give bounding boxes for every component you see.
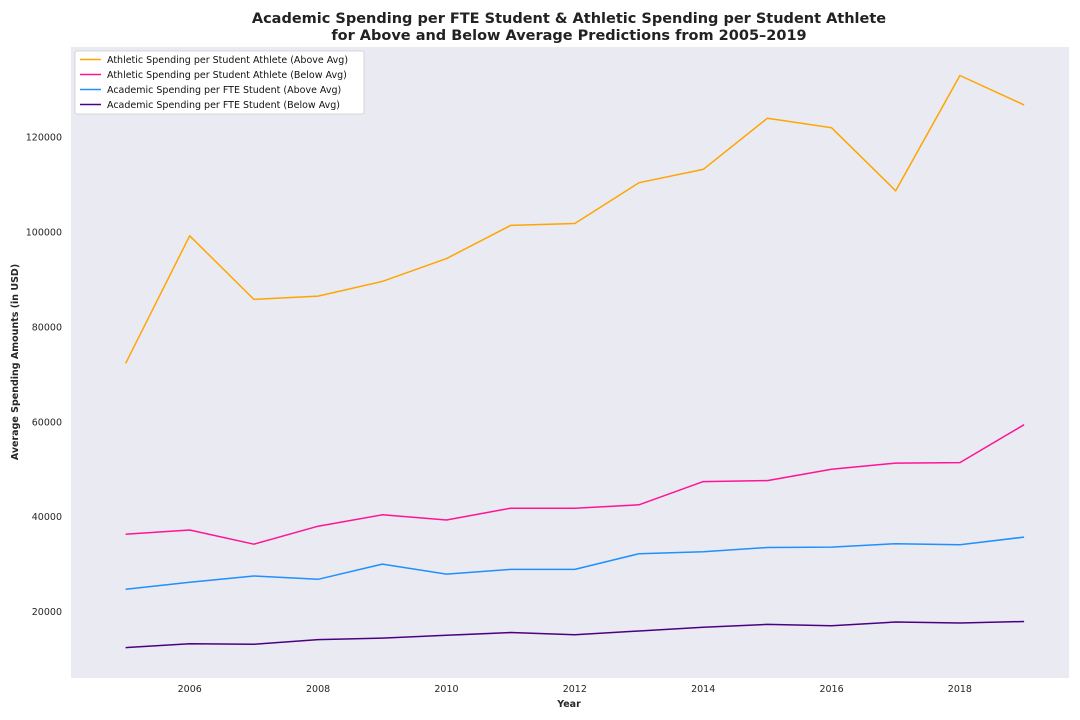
legend-label: Academic Spending per FTE Student (Below…: [107, 100, 340, 111]
series-line: [125, 424, 1025, 545]
y-axis-ticks: 20000 40000 60000 80000 100000 120000: [26, 133, 62, 618]
y-tick-label: 100000: [26, 228, 62, 239]
x-tick-label: 2006: [178, 684, 202, 695]
series-line: [125, 620, 1025, 649]
series-line: [124, 74, 1025, 364]
x-tick-label: 2008: [306, 684, 330, 695]
y-tick-label: 20000: [32, 607, 62, 618]
x-tick-label: 2018: [948, 684, 972, 695]
x-tick-label: 2014: [691, 684, 715, 695]
legend-label: Athletic Spending per Student Athlete (A…: [107, 55, 348, 66]
plot-area: [71, 47, 1069, 678]
x-tick-label: 2010: [434, 684, 458, 695]
series-lines: [124, 74, 1025, 649]
chart-title-line-1: Academic Spending per FTE Student & Athl…: [252, 11, 886, 27]
legend: Athletic Spending per Student Athlete (A…: [74, 50, 365, 115]
legend-box: [74, 50, 365, 115]
legend-label: Athletic Spending per Student Athlete (B…: [107, 70, 347, 81]
y-tick-label: 80000: [32, 322, 62, 333]
x-axis-ticks: 2006 2008 2010 2012 2014 2016 2018: [178, 684, 972, 695]
y-axis-label: Average Spending Amounts (in USD): [10, 264, 21, 460]
y-tick-label: 40000: [32, 512, 62, 523]
x-tick-label: 2016: [819, 684, 843, 695]
series-line: [125, 536, 1025, 591]
y-tick-label: 120000: [26, 133, 62, 144]
chart-title-line-2: for Above and Below Average Predictions …: [331, 28, 806, 44]
legend-label: Academic Spending per FTE Student (Above…: [107, 85, 341, 96]
x-tick-label: 2012: [563, 684, 587, 695]
y-tick-label: 60000: [32, 417, 62, 428]
x-axis-label: Year: [556, 699, 581, 710]
